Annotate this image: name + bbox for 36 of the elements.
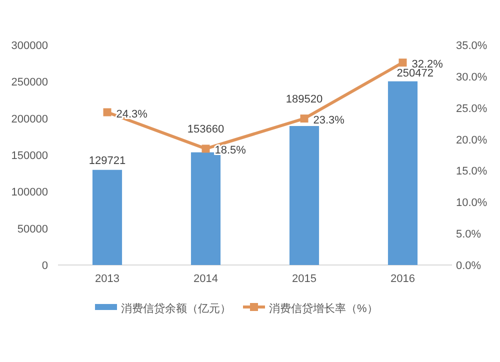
legend-label: 消费信贷余额（亿元） — [121, 302, 231, 315]
x-tick-label: 2016 — [390, 273, 415, 285]
y-tick-label: 200000 — [11, 113, 48, 126]
y2-tick-label: 15.0% — [456, 166, 488, 178]
y-tick-label: 300000 — [11, 40, 48, 52]
y2-tick-label: 0.0% — [456, 260, 482, 272]
data-label: 23.3% — [313, 114, 345, 127]
y-tick-label: 100000 — [11, 186, 48, 199]
point — [398, 58, 407, 67]
y2-tick-label: 10.0% — [456, 197, 488, 210]
y-tick-label: 50000 — [17, 223, 48, 236]
data-label: 250472 — [396, 67, 434, 80]
y2-tick-label: 5.0% — [456, 228, 482, 241]
y2-tick-label: 20.0% — [456, 134, 488, 146]
data-label: 24.3% — [116, 108, 148, 120]
y-tick-label: 150000 — [11, 150, 48, 162]
bar — [388, 81, 418, 265]
x-tick-label: 2014 — [194, 273, 218, 285]
point — [202, 144, 210, 153]
data-label: 153660 — [187, 124, 224, 136]
data-label: 129721 — [88, 154, 126, 167]
point — [300, 114, 308, 123]
y2-tick-label: 35.0% — [456, 40, 488, 52]
x-tick-label: 2015 — [292, 273, 316, 285]
y2-tick-label: 25.0% — [456, 102, 488, 115]
bar — [190, 152, 221, 265]
point — [103, 108, 112, 116]
x-tick-label: 2013 — [95, 273, 120, 285]
y2-tick-label: 30.0% — [456, 71, 488, 84]
data-label: 189520 — [286, 94, 323, 106]
data-label: 18.5% — [214, 144, 246, 157]
y-tick-label: 250000 — [11, 76, 48, 89]
y-tick-label: 0 — [42, 260, 48, 272]
bar — [289, 126, 320, 265]
legend-label: 消费信贷增长率（%） — [269, 302, 378, 315]
bar — [92, 170, 122, 265]
